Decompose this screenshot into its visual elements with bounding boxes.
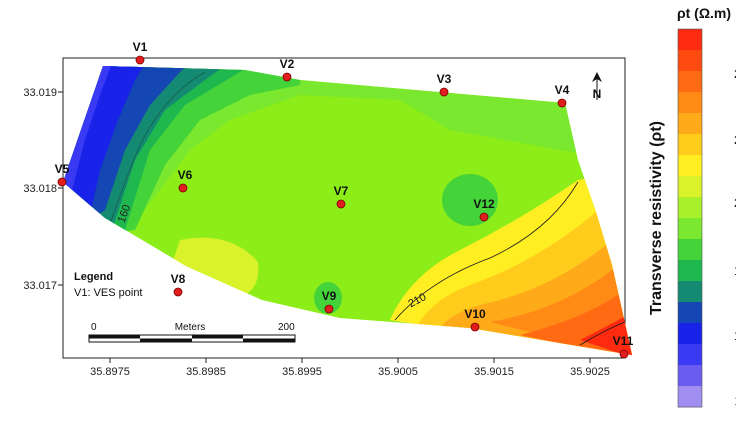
colorbar-tick-label: 140 bbox=[734, 329, 736, 343]
colorbar-tick-label: 200 bbox=[734, 196, 736, 210]
north-label: N bbox=[593, 87, 602, 101]
colorbar-title: ρt (Ω.m) bbox=[677, 5, 731, 21]
colorbar-axis-label: Transverse resistivity (ρt) bbox=[648, 121, 665, 315]
ves-point-label: V11 bbox=[613, 334, 634, 348]
colorbar-swatch bbox=[678, 218, 702, 240]
ves-point-v6[interactable]: V6 bbox=[178, 168, 193, 193]
ves-point-label: V1 bbox=[133, 40, 148, 54]
y-tick-label: 33.018 bbox=[23, 183, 57, 195]
colorbar-swatch bbox=[678, 155, 702, 177]
colorbar-swatch bbox=[678, 50, 702, 72]
ves-point-v9[interactable]: V9 bbox=[322, 289, 337, 314]
ves-point-label: V12 bbox=[473, 197, 495, 211]
colorbar-tick-label: 260 bbox=[734, 67, 736, 81]
colorbar-swatch bbox=[678, 323, 702, 345]
ves-point-label: V3 bbox=[437, 72, 452, 86]
colorbar-tick-label: 110 bbox=[734, 394, 736, 408]
ves-point-label: V6 bbox=[178, 168, 193, 182]
ves-point-v11[interactable]: V11 bbox=[613, 334, 634, 359]
colorbar-swatch bbox=[678, 365, 702, 387]
colorbar-swatch bbox=[678, 113, 702, 135]
colorbar-swatch bbox=[678, 134, 702, 156]
map-legend: Legend V1: VES point bbox=[74, 271, 143, 299]
colorbar-swatch bbox=[678, 71, 702, 93]
contour-surface bbox=[63, 66, 632, 355]
ves-point-v8[interactable]: V8 bbox=[171, 272, 186, 297]
colorbar-swatch bbox=[678, 344, 702, 366]
y-tick-label: 33.019 bbox=[23, 87, 57, 99]
ves-point-v12[interactable]: V12 bbox=[473, 197, 495, 222]
ves-point-label: V7 bbox=[334, 184, 349, 198]
x-tick-label: 35.8995 bbox=[282, 366, 322, 378]
ves-point-v7[interactable]: V7 bbox=[334, 184, 349, 209]
colorbar-swatch bbox=[678, 302, 702, 324]
y-tick-label: 33.017 bbox=[23, 280, 57, 292]
ves-point-label: V5 bbox=[55, 162, 70, 176]
axis-ticks bbox=[58, 91, 591, 363]
ves-point-v2[interactable]: V2 bbox=[280, 57, 295, 82]
colorbar: ρt (Ω.m) 260 230 200 170 140 110 Transve… bbox=[648, 5, 736, 408]
ves-point-label: V10 bbox=[464, 307, 486, 321]
colorbar-swatch bbox=[678, 176, 702, 198]
ves-point-v5[interactable]: V5 bbox=[55, 162, 70, 187]
ves-points: V1 V2 V3 V4 V5 V6 V7 V8 V9 V10 V11 V12 bbox=[55, 40, 634, 359]
ves-point-v1[interactable]: V1 bbox=[133, 40, 148, 65]
colorbar-swatch bbox=[678, 386, 702, 408]
colorbar-swatch bbox=[678, 239, 702, 261]
scale-unit-label: Meters bbox=[175, 322, 206, 333]
colorbar-tick-label: 230 bbox=[734, 133, 736, 147]
ves-point-label: V2 bbox=[280, 57, 295, 71]
colorbar-swatches bbox=[678, 29, 702, 408]
x-tick-label: 35.8975 bbox=[90, 366, 130, 378]
scale-bar: 0 Meters 200 bbox=[88, 322, 296, 343]
x-tick-label: 35.9015 bbox=[474, 366, 514, 378]
colorbar-swatch bbox=[678, 281, 702, 303]
colorbar-tick-label: 170 bbox=[734, 264, 736, 278]
north-arrow-icon: N bbox=[592, 72, 602, 101]
contour-label-160: 160 bbox=[116, 203, 134, 224]
scale-start-label: 0 bbox=[91, 322, 97, 333]
map-frame bbox=[62, 57, 626, 359]
ves-point-v4[interactable]: V4 bbox=[555, 83, 570, 108]
ves-point-v10[interactable]: V10 bbox=[464, 307, 486, 332]
ves-point-label: V4 bbox=[555, 83, 570, 97]
x-tick-label: 35.8985 bbox=[186, 366, 226, 378]
colorbar-swatch bbox=[678, 260, 702, 282]
colorbar-swatch bbox=[678, 29, 702, 51]
x-tick-label: 35.9025 bbox=[570, 366, 610, 378]
colorbar-swatch bbox=[678, 92, 702, 114]
x-tick-label: 35.9005 bbox=[378, 366, 418, 378]
legend-title: Legend bbox=[74, 271, 113, 283]
ves-point-label: V8 bbox=[171, 272, 186, 286]
legend-entry: V1: VES point bbox=[74, 287, 143, 299]
ves-point-label: V9 bbox=[322, 289, 337, 303]
colorbar-swatch bbox=[678, 197, 702, 219]
scale-end-label: 200 bbox=[278, 322, 295, 333]
ves-point-v3[interactable]: V3 bbox=[437, 72, 452, 97]
